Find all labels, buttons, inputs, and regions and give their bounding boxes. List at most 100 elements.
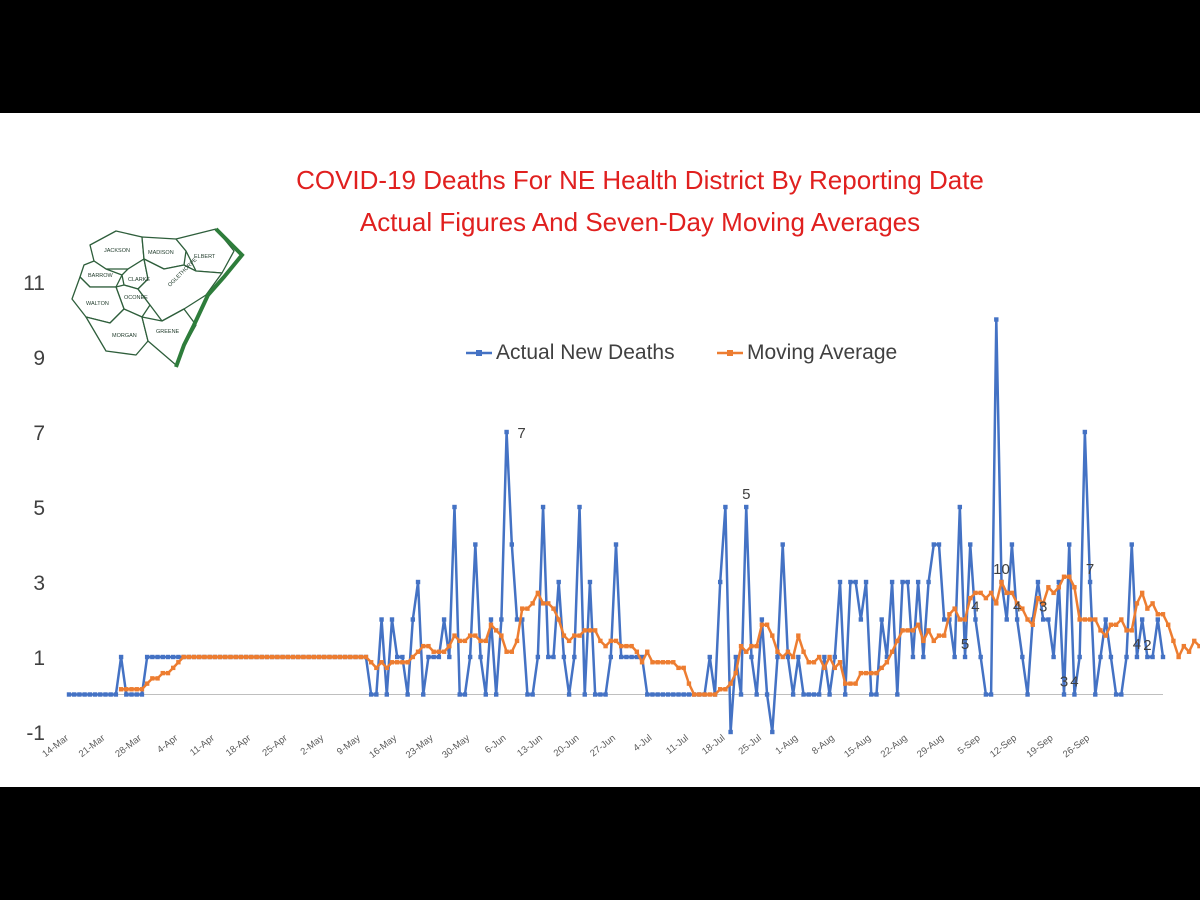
- map-label-jackson: JACKSON: [104, 248, 130, 254]
- moving-average-point: [676, 665, 681, 671]
- map-label-walton: WALTON: [86, 301, 109, 307]
- actual-new-deaths-point: [103, 692, 108, 697]
- actual-new-deaths-point: [962, 654, 968, 660]
- moving-average-point: [1004, 590, 1009, 596]
- moving-average-point: [316, 654, 322, 660]
- actual-new-deaths-point: [66, 692, 72, 697]
- actual-new-deaths-point: [671, 692, 676, 697]
- actual-new-deaths-point: [1145, 654, 1150, 660]
- actual-new-deaths-point: [837, 579, 843, 585]
- moving-average-point: [212, 654, 218, 660]
- moving-average-point: [520, 606, 525, 611]
- moving-average-point: [129, 687, 134, 692]
- actual-new-deaths-point: [1056, 579, 1062, 585]
- moving-average-point: [139, 687, 145, 692]
- moving-average-point: [353, 654, 358, 660]
- moving-average-point: [155, 676, 160, 681]
- moving-average-point: [1009, 590, 1015, 596]
- chart-subtitle: Actual Figures And Seven-Day Moving Aver…: [359, 207, 921, 237]
- legend-item-actual-new-deaths: Actual New Deaths: [466, 341, 675, 365]
- moving-average-point: [1030, 622, 1035, 627]
- actual-new-deaths-point: [467, 654, 473, 660]
- actual-new-deaths-point: [436, 654, 442, 660]
- actual-new-deaths-point: [1004, 617, 1009, 622]
- moving-average-point: [275, 654, 280, 660]
- moving-average-point: [525, 606, 530, 611]
- moving-average-point: [264, 654, 270, 660]
- point-label: 7: [1086, 561, 1094, 578]
- x-tick-label: 26-Sep: [1061, 733, 1092, 761]
- moving-average-point: [238, 654, 244, 660]
- actual-new-deaths-point: [738, 692, 744, 697]
- actual-new-deaths-point: [957, 504, 963, 510]
- moving-average-line: [121, 575, 1200, 696]
- actual-new-deaths-point: [1103, 617, 1108, 622]
- actual-new-deaths-point: [395, 654, 400, 660]
- moving-average-point: [681, 665, 686, 671]
- point-label: 3: [1060, 674, 1068, 691]
- moving-average-point: [1186, 649, 1192, 654]
- actual-new-deaths-point: [827, 692, 832, 697]
- actual-new-deaths-point: [551, 654, 556, 660]
- moving-average-point: [150, 676, 155, 681]
- actual-new-deaths-point: [889, 579, 895, 585]
- actual-new-deaths-point: [780, 542, 785, 547]
- legend-label-actual: Actual New Deaths: [496, 341, 675, 364]
- x-tick-label: 20-Jun: [552, 733, 582, 760]
- actual-new-deaths-point: [707, 654, 712, 660]
- moving-average-point: [843, 681, 848, 686]
- actual-new-deaths-point: [1061, 692, 1067, 697]
- moving-average-point: [1025, 617, 1030, 622]
- moving-average-point: [358, 654, 363, 660]
- moving-average-point: [285, 654, 290, 660]
- actual-new-deaths-point: [1155, 617, 1160, 622]
- moving-average-point: [759, 622, 765, 627]
- chart-panel: -1 1 3 5 7 9 11 14-Mar 21-Mar 28-Mar 4-Apr 11-Apr 1…: [0, 113, 1200, 787]
- actual-new-deaths-point: [1119, 692, 1124, 697]
- actual-new-deaths-point: [113, 692, 119, 697]
- moving-average-point: [233, 654, 238, 660]
- actual-new-deaths-point: [983, 692, 989, 697]
- moving-average-point: [556, 617, 561, 622]
- moving-average-point: [1082, 617, 1088, 622]
- moving-average-point: [269, 654, 275, 660]
- x-tick-label: 9-May: [335, 733, 363, 758]
- moving-average-point: [686, 681, 692, 686]
- actual-new-deaths-point: [124, 692, 129, 697]
- moving-average-point: [936, 633, 942, 638]
- actual-new-deaths-point: [400, 654, 405, 660]
- moving-average-point: [1072, 585, 1077, 590]
- actual-new-deaths-point: [978, 654, 983, 660]
- actual-new-deaths-point: [77, 692, 82, 697]
- moving-average-point: [280, 654, 285, 660]
- actual-new-deaths-point: [900, 579, 905, 585]
- moving-average-point: [436, 649, 442, 654]
- moving-average-point: [170, 665, 176, 671]
- actual-new-deaths-point: [681, 692, 686, 697]
- actual-new-deaths-point: [1077, 654, 1082, 660]
- x-tick-label: 1-Aug: [773, 733, 800, 757]
- moving-average-point: [1014, 601, 1020, 606]
- actual-new-deaths-point: [410, 617, 416, 622]
- y-tick-label: -1: [26, 722, 45, 745]
- actual-new-deaths-point: [1040, 617, 1046, 622]
- moving-average-point: [780, 654, 785, 660]
- x-tick-label: 18-Jul: [700, 733, 727, 758]
- actual-new-deaths-point: [1139, 617, 1145, 622]
- moving-average-point: [1087, 617, 1093, 622]
- moving-average-point: [645, 649, 650, 654]
- actual-new-deaths-point: [160, 654, 165, 660]
- map-label-oconee: OCONEE: [124, 295, 148, 301]
- actual-new-deaths-point: [118, 654, 124, 660]
- actual-new-deaths-point: [1129, 542, 1134, 547]
- moving-average-point: [915, 622, 921, 627]
- actual-new-deaths-point: [540, 504, 546, 510]
- moving-average-point: [1134, 601, 1140, 606]
- moving-average-point: [816, 654, 822, 660]
- moving-average-point: [999, 579, 1004, 585]
- moving-average-point: [457, 638, 462, 644]
- moving-average-point: [327, 654, 332, 660]
- actual-new-deaths-point: [639, 654, 645, 660]
- map-label-barrow: BARROW: [88, 273, 114, 279]
- moving-average-point: [889, 649, 895, 654]
